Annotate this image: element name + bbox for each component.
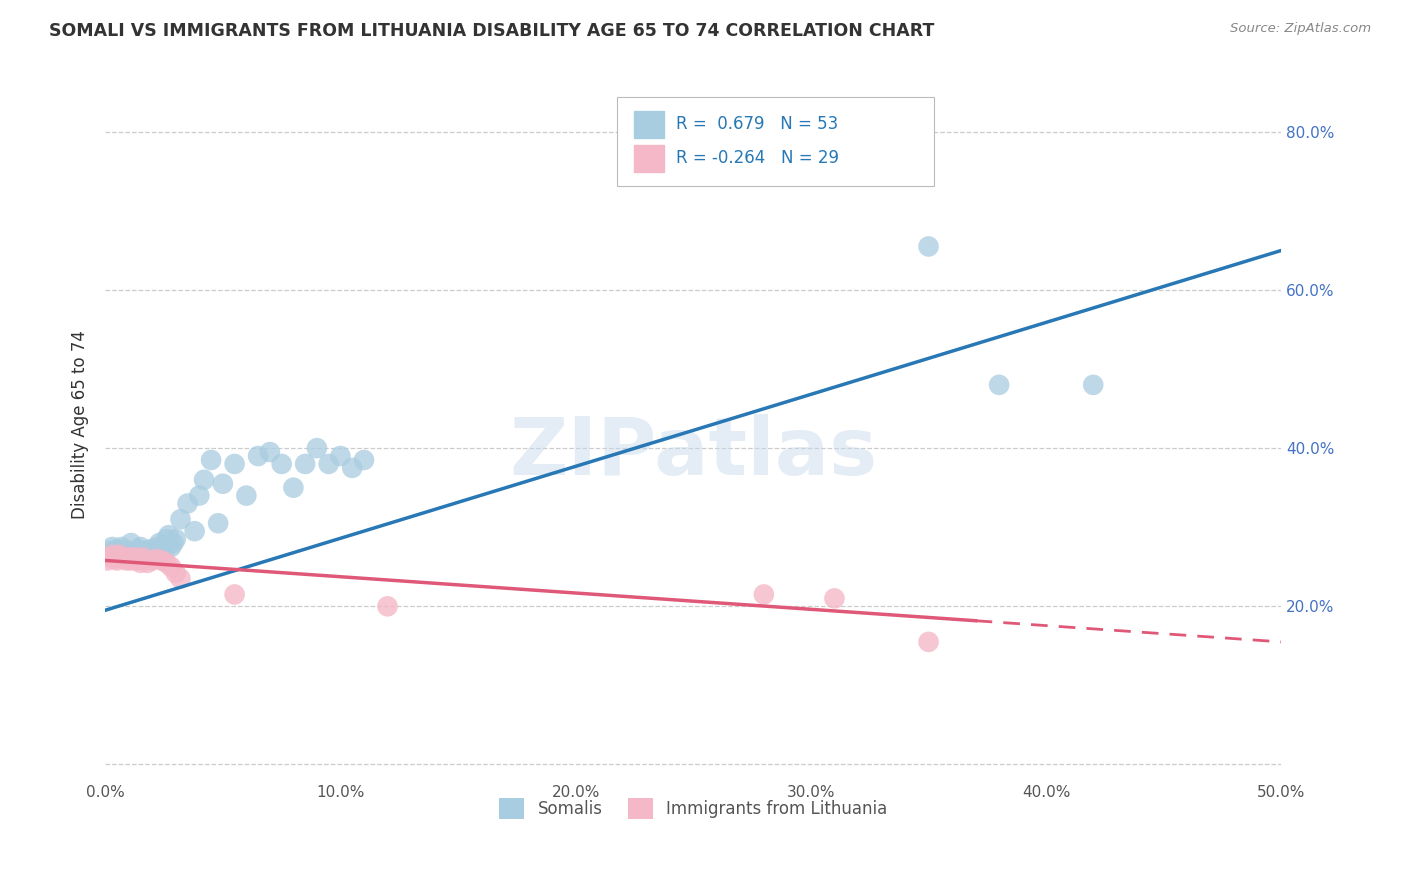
Point (101, 548, 124, 562)
Point (823, 591, 845, 606)
Point (98, 550, 121, 565)
Point (224, 587, 246, 601)
Text: ZIPatlas: ZIPatlas (509, 414, 877, 491)
Point (207, 516, 229, 531)
Point (193, 473, 215, 487)
Point (305, 441, 328, 455)
Point (342, 461, 364, 475)
Point (294, 457, 316, 471)
Point (120, 536, 142, 550)
Point (183, 524, 205, 538)
Point (127, 552, 149, 566)
Point (125, 545, 148, 559)
Point (132, 545, 155, 559)
Point (111, 550, 134, 565)
Point (104, 552, 127, 566)
Point (136, 544, 159, 558)
Point (129, 556, 152, 570)
Point (917, 239, 939, 253)
Point (1083, 377, 1105, 392)
Point (141, 545, 163, 559)
Point (120, 553, 142, 567)
Point (169, 512, 191, 526)
Point (247, 449, 270, 463)
Point (318, 457, 340, 471)
Point (188, 489, 211, 503)
Point (917, 635, 939, 649)
Point (111, 540, 134, 554)
Point (108, 544, 131, 558)
Point (97, 553, 120, 567)
Point (157, 528, 180, 542)
Point (118, 550, 141, 565)
FancyBboxPatch shape (617, 97, 935, 186)
Point (108, 548, 131, 562)
Point (150, 544, 173, 558)
Point (101, 540, 124, 554)
Point (176, 496, 198, 510)
Point (134, 548, 156, 562)
Point (115, 545, 138, 559)
Point (105, 553, 128, 567)
Point (235, 489, 257, 503)
Point (125, 553, 148, 567)
Point (153, 545, 176, 559)
Point (136, 556, 159, 570)
Bar (634, 145, 664, 172)
Point (329, 449, 352, 463)
Point (169, 572, 191, 586)
Point (139, 542, 162, 557)
Point (143, 548, 166, 562)
Point (112, 552, 135, 566)
Text: SOMALI VS IMMIGRANTS FROM LITHUANIA DISABILITY AGE 65 TO 74 CORRELATION CHART: SOMALI VS IMMIGRANTS FROM LITHUANIA DISA… (49, 22, 935, 40)
Point (162, 536, 184, 550)
Point (224, 457, 246, 471)
Point (105, 542, 128, 557)
Point (146, 552, 169, 566)
Point (118, 544, 141, 558)
Point (98, 544, 121, 558)
Point (160, 540, 183, 554)
Point (141, 553, 163, 567)
Point (165, 532, 187, 546)
Point (146, 540, 169, 554)
Text: R = -0.264   N = 29: R = -0.264 N = 29 (676, 149, 838, 167)
Point (115, 553, 138, 567)
Point (200, 453, 222, 467)
Point (122, 550, 145, 565)
Y-axis label: Disability Age 65 to 74: Disability Age 65 to 74 (72, 330, 89, 519)
Point (122, 548, 145, 562)
Point (148, 536, 170, 550)
Point (104, 545, 127, 559)
Point (165, 566, 187, 580)
Bar (634, 111, 664, 137)
Point (353, 453, 375, 467)
Point (127, 542, 149, 557)
Point (155, 556, 177, 570)
Text: Source: ZipAtlas.com: Source: ZipAtlas.com (1230, 22, 1371, 36)
Point (377, 599, 399, 614)
Point (259, 445, 281, 459)
Point (988, 377, 1011, 392)
Legend: Somalis, Immigrants from Lithuania: Somalis, Immigrants from Lithuania (492, 792, 894, 825)
Point (160, 559, 183, 574)
Point (283, 481, 305, 495)
Point (97, 548, 120, 562)
Point (112, 548, 135, 562)
Point (155, 532, 177, 546)
Point (211, 476, 233, 491)
Point (150, 553, 173, 567)
Point (752, 587, 775, 601)
Text: R =  0.679   N = 53: R = 0.679 N = 53 (676, 115, 838, 133)
Point (270, 457, 292, 471)
Point (132, 550, 155, 565)
Point (129, 540, 152, 554)
